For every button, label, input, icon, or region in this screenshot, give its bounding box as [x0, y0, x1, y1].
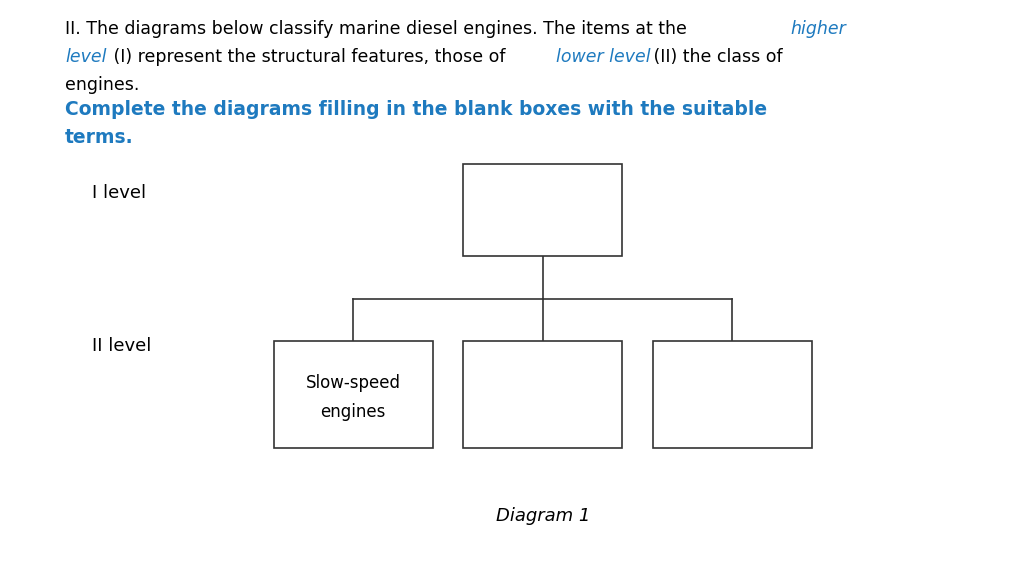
Bar [463, 341, 623, 448]
Text: higher: higher [790, 20, 846, 38]
Text: engines.: engines. [65, 76, 139, 94]
Bar [653, 341, 811, 448]
Bar [273, 341, 432, 448]
Text: engines: engines [321, 403, 386, 421]
Text: lower level: lower level [556, 48, 650, 66]
Text: level: level [65, 48, 106, 66]
Text: II. The diagrams below classify marine diesel engines. The items at the: II. The diagrams below classify marine d… [65, 20, 692, 38]
Text: Complete the diagrams filling in the blank boxes with the suitable: Complete the diagrams filling in the bla… [65, 100, 767, 119]
Text: terms.: terms. [65, 128, 133, 147]
Text: I level: I level [92, 184, 146, 202]
Bar [463, 164, 623, 256]
Text: Slow-speed: Slow-speed [306, 374, 400, 392]
Text: II level: II level [92, 336, 152, 355]
Text: (I) represent the structural features, those of: (I) represent the structural features, t… [108, 48, 511, 66]
Text: Diagram 1: Diagram 1 [496, 506, 590, 525]
Text: (II) the class of: (II) the class of [648, 48, 782, 66]
